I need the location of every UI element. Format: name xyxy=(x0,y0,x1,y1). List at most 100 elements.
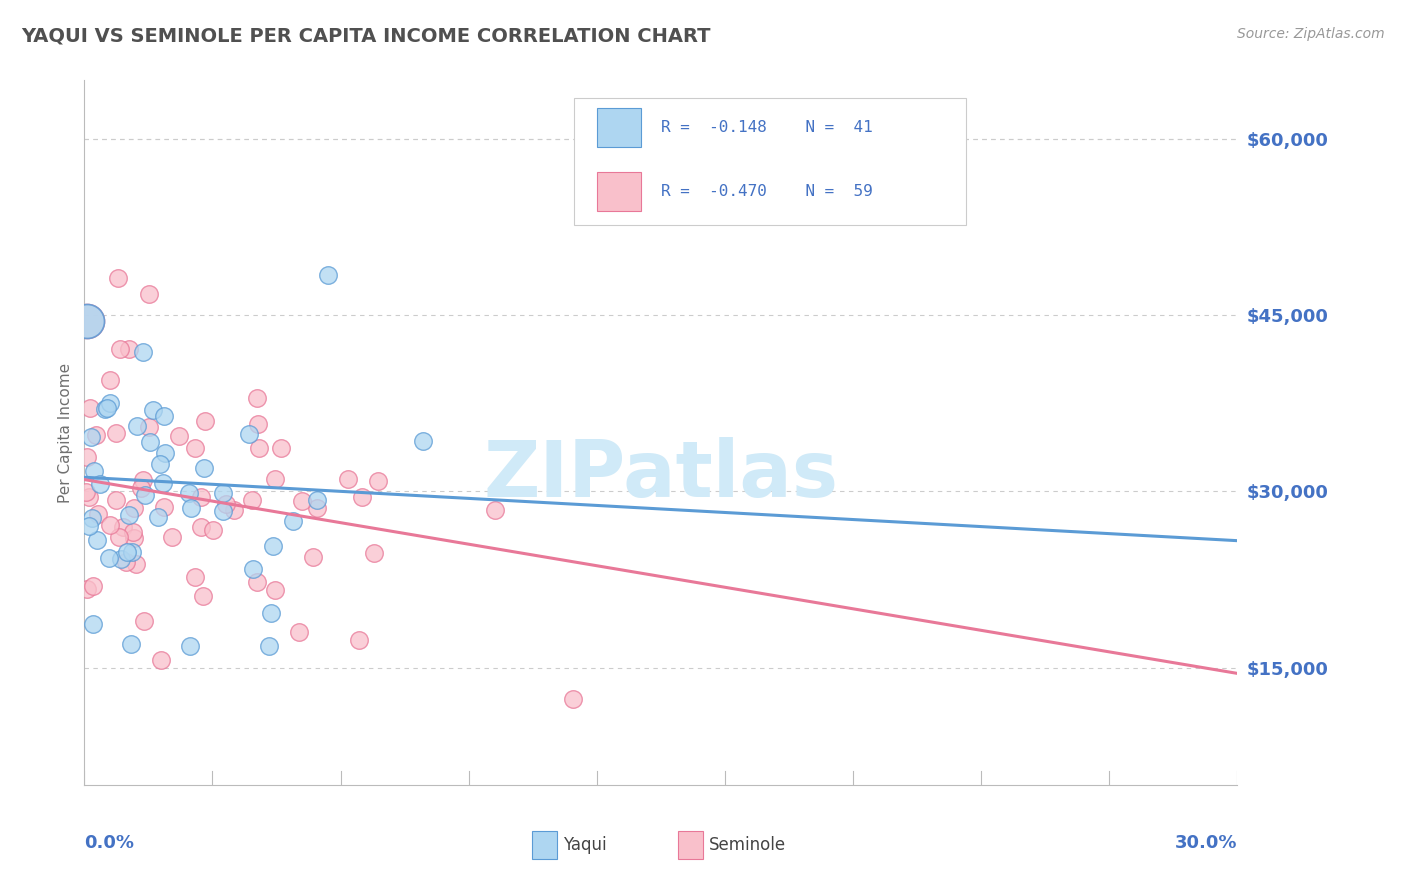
Point xyxy=(76,582,98,596)
Text: Source: ZipAtlas.com: Source: ZipAtlas.com xyxy=(1237,27,1385,41)
Point xyxy=(247,417,270,431)
Point xyxy=(288,624,311,639)
Point xyxy=(100,518,122,533)
Point xyxy=(202,524,225,538)
Point xyxy=(184,441,207,455)
Point xyxy=(307,493,329,508)
Point xyxy=(148,509,170,524)
Point xyxy=(139,435,162,450)
Point xyxy=(98,551,121,566)
Point xyxy=(110,552,132,566)
Point xyxy=(194,414,217,428)
Point xyxy=(118,342,141,356)
Point xyxy=(412,434,434,449)
Point xyxy=(152,409,174,423)
Point xyxy=(86,533,108,548)
Point xyxy=(349,632,371,647)
Point xyxy=(132,344,155,359)
Point xyxy=(112,520,135,534)
Point xyxy=(260,606,283,620)
Point xyxy=(115,555,138,569)
Point xyxy=(122,501,145,516)
Point xyxy=(180,501,202,516)
Point xyxy=(246,391,269,405)
Point xyxy=(105,492,128,507)
Point xyxy=(316,268,339,283)
Point xyxy=(246,574,269,589)
Point xyxy=(179,639,201,653)
Text: ZIPatlas: ZIPatlas xyxy=(484,437,838,513)
Point xyxy=(224,503,246,517)
Point xyxy=(76,314,98,328)
Point xyxy=(149,653,172,667)
Point xyxy=(238,427,260,442)
Point xyxy=(134,487,156,501)
Point xyxy=(132,614,155,628)
Point xyxy=(367,474,389,488)
Point xyxy=(281,514,304,528)
Point xyxy=(138,420,160,434)
Point xyxy=(120,637,142,651)
Point xyxy=(302,550,325,565)
Point xyxy=(350,490,373,504)
Text: 30.0%: 30.0% xyxy=(1175,834,1237,852)
Point xyxy=(82,579,104,593)
Point xyxy=(93,402,115,417)
Bar xyxy=(678,830,703,859)
Point xyxy=(190,490,212,504)
Point xyxy=(152,500,174,514)
Point xyxy=(142,403,165,417)
Bar xyxy=(598,172,641,211)
Point xyxy=(75,484,97,499)
Point xyxy=(105,426,128,441)
Point xyxy=(107,270,129,285)
Bar xyxy=(531,830,557,859)
Point xyxy=(263,583,285,598)
Point xyxy=(98,396,121,410)
Point xyxy=(167,429,190,443)
Point xyxy=(83,464,105,478)
Point xyxy=(484,503,506,517)
Point xyxy=(84,428,107,442)
Point xyxy=(82,511,104,525)
Point xyxy=(138,286,160,301)
Point xyxy=(121,544,143,558)
Point xyxy=(193,589,215,603)
Point xyxy=(96,401,118,415)
Point xyxy=(149,458,172,472)
Text: Seminole: Seminole xyxy=(709,836,786,854)
Point xyxy=(79,518,101,533)
Bar xyxy=(598,109,641,147)
Point xyxy=(257,639,280,653)
Point xyxy=(82,616,104,631)
Point xyxy=(262,539,284,553)
Point xyxy=(127,418,149,433)
Point xyxy=(242,492,264,507)
Point xyxy=(89,476,111,491)
Point xyxy=(270,441,292,455)
Point xyxy=(193,461,215,475)
Point xyxy=(337,472,360,486)
Text: R =  -0.148    N =  41: R = -0.148 N = 41 xyxy=(661,120,873,136)
Point xyxy=(80,429,103,443)
Point xyxy=(190,519,212,533)
Y-axis label: Per Capita Income: Per Capita Income xyxy=(58,362,73,503)
Point xyxy=(117,545,139,559)
Text: R =  -0.470    N =  59: R = -0.470 N = 59 xyxy=(661,184,873,199)
Point xyxy=(124,531,146,545)
Point xyxy=(118,508,141,522)
Point xyxy=(124,557,146,571)
Text: Yaqui: Yaqui xyxy=(562,836,606,854)
Point xyxy=(152,475,174,490)
Point xyxy=(305,500,328,515)
FancyBboxPatch shape xyxy=(575,98,966,225)
Text: YAQUI VS SEMINOLE PER CAPITA INCOME CORRELATION CHART: YAQUI VS SEMINOLE PER CAPITA INCOME CORR… xyxy=(21,27,710,45)
Point xyxy=(179,485,201,500)
Point xyxy=(562,692,585,706)
Point xyxy=(98,373,121,387)
Point xyxy=(76,314,98,328)
Point xyxy=(215,497,238,511)
Point xyxy=(122,524,145,539)
Point xyxy=(211,504,233,518)
Point xyxy=(76,450,98,465)
